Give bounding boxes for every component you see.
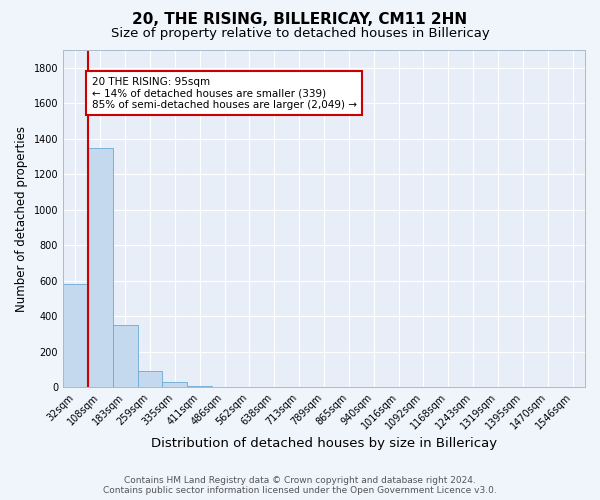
Text: 20 THE RISING: 95sqm
← 14% of detached houses are smaller (339)
85% of semi-deta: 20 THE RISING: 95sqm ← 14% of detached h… bbox=[92, 76, 356, 110]
Text: Size of property relative to detached houses in Billericay: Size of property relative to detached ho… bbox=[110, 28, 490, 40]
Bar bbox=[163, 382, 187, 388]
Bar bbox=[88, 148, 113, 388]
Text: 20, THE RISING, BILLERICAY, CM11 2HN: 20, THE RISING, BILLERICAY, CM11 2HN bbox=[133, 12, 467, 28]
X-axis label: Distribution of detached houses by size in Billericay: Distribution of detached houses by size … bbox=[151, 437, 497, 450]
Bar bbox=[187, 386, 212, 388]
Text: Contains HM Land Registry data © Crown copyright and database right 2024.
Contai: Contains HM Land Registry data © Crown c… bbox=[103, 476, 497, 495]
Bar bbox=[113, 326, 137, 388]
Y-axis label: Number of detached properties: Number of detached properties bbox=[15, 126, 28, 312]
Bar bbox=[137, 372, 163, 388]
Bar bbox=[63, 284, 88, 388]
